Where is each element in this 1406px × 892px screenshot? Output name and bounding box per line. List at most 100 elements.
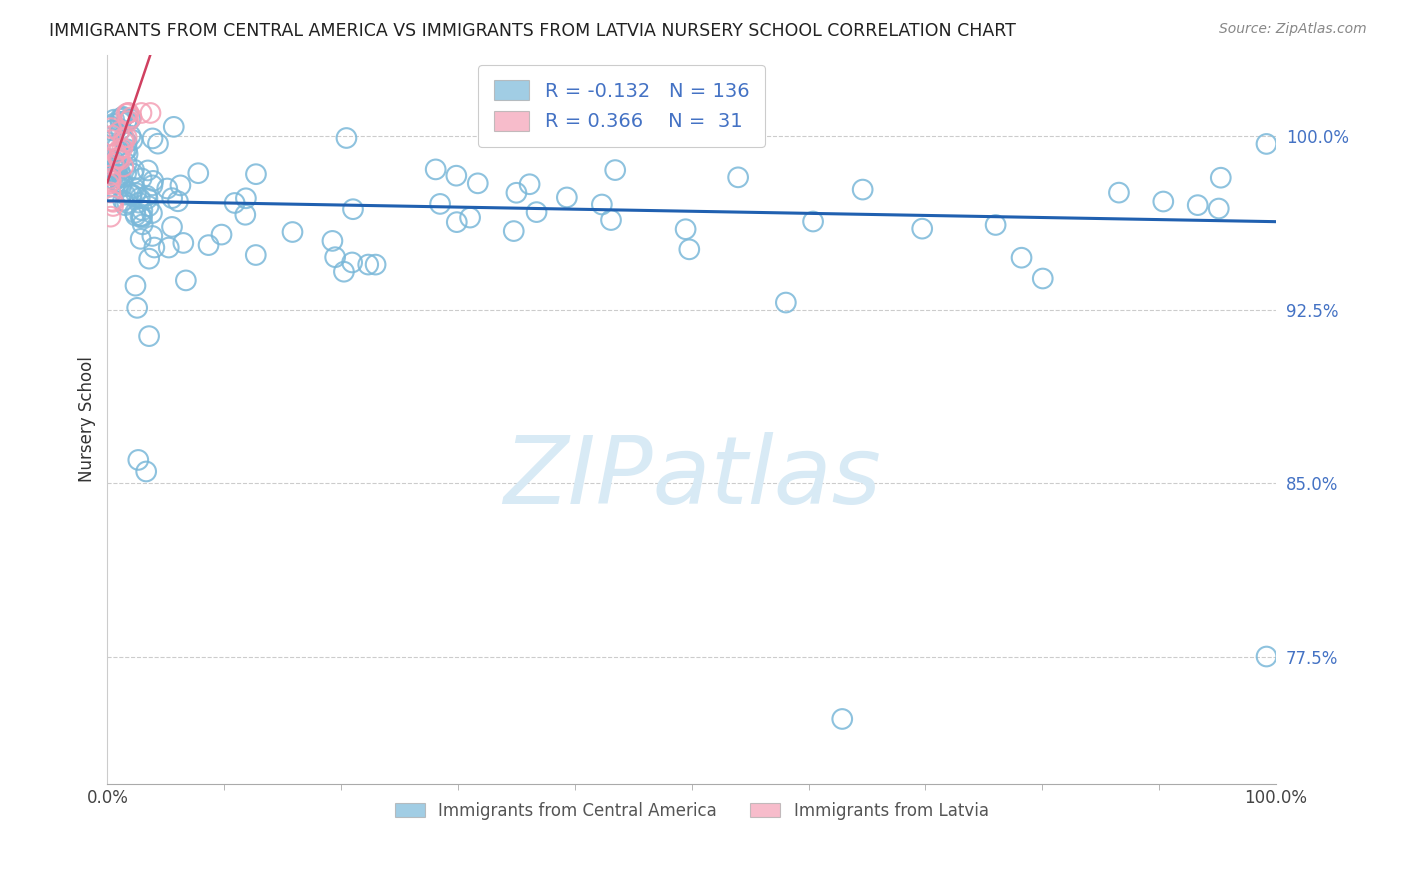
Point <box>167 194 190 209</box>
Point <box>163 120 186 134</box>
Point <box>139 106 162 120</box>
Point <box>121 111 143 125</box>
Point <box>112 135 135 149</box>
Point <box>801 214 824 228</box>
Point <box>114 133 136 147</box>
Point <box>115 142 138 156</box>
Point <box>1208 202 1230 216</box>
Point <box>211 227 233 242</box>
Point <box>340 255 363 269</box>
Point <box>108 170 131 185</box>
Point <box>98 186 121 200</box>
Legend: Immigrants from Central America, Immigrants from Latvia: Immigrants from Central America, Immigra… <box>388 795 995 826</box>
Point <box>591 197 613 211</box>
Point <box>100 119 122 133</box>
Point <box>114 144 136 158</box>
Point <box>117 106 139 120</box>
Point <box>131 203 153 218</box>
Point <box>108 176 131 190</box>
Point <box>110 180 132 194</box>
Point <box>727 170 749 185</box>
Point <box>115 114 138 128</box>
Point <box>342 202 364 217</box>
Point <box>131 218 153 232</box>
Point <box>105 140 128 154</box>
Point <box>235 191 257 205</box>
Point <box>174 273 197 287</box>
Point <box>675 222 697 236</box>
Point <box>335 131 357 145</box>
Point <box>135 188 157 202</box>
Point <box>111 111 134 125</box>
Point <box>121 187 143 202</box>
Point <box>1108 186 1130 200</box>
Point <box>141 229 163 244</box>
Point <box>103 168 125 182</box>
Point <box>101 194 124 208</box>
Point <box>141 178 163 193</box>
Point <box>141 206 163 220</box>
Point <box>156 181 179 195</box>
Point <box>103 153 125 168</box>
Point <box>911 221 934 235</box>
Point <box>142 131 165 145</box>
Point <box>224 196 246 211</box>
Point <box>105 146 128 161</box>
Point <box>131 171 153 186</box>
Point <box>138 252 160 266</box>
Point <box>98 152 121 166</box>
Point <box>110 122 132 136</box>
Point <box>129 209 152 223</box>
Point <box>1187 198 1209 212</box>
Point <box>678 243 700 257</box>
Point <box>107 162 129 177</box>
Point <box>245 167 267 181</box>
Point <box>143 240 166 254</box>
Point <box>115 130 138 145</box>
Point <box>1032 271 1054 285</box>
Point <box>100 133 122 147</box>
Point <box>831 712 853 726</box>
Text: Source: ZipAtlas.com: Source: ZipAtlas.com <box>1219 22 1367 37</box>
Point <box>117 114 139 128</box>
Point <box>502 224 524 238</box>
Point <box>467 177 489 191</box>
Point <box>172 235 194 250</box>
Point <box>160 219 183 234</box>
Point <box>127 301 149 315</box>
Point <box>115 166 138 180</box>
Point <box>124 206 146 220</box>
Point <box>111 110 134 124</box>
Point <box>138 329 160 343</box>
Point <box>117 106 139 120</box>
Point <box>138 199 160 213</box>
Point <box>110 153 132 167</box>
Point <box>775 295 797 310</box>
Point <box>112 194 135 208</box>
Point <box>97 177 120 191</box>
Point <box>101 199 124 213</box>
Point <box>136 192 159 206</box>
Point <box>1011 251 1033 265</box>
Point <box>124 278 146 293</box>
Point <box>129 232 152 246</box>
Point <box>108 112 131 126</box>
Point <box>108 164 131 178</box>
Point <box>555 190 578 204</box>
Point <box>122 181 145 195</box>
Point <box>323 250 346 264</box>
Point <box>169 178 191 193</box>
Point <box>505 186 527 200</box>
Point <box>107 151 129 165</box>
Point <box>117 196 139 211</box>
Point <box>233 208 256 222</box>
Point <box>281 225 304 239</box>
Point <box>526 205 548 219</box>
Point <box>425 162 447 177</box>
Point <box>321 234 343 248</box>
Point <box>122 167 145 181</box>
Point <box>97 160 120 174</box>
Point <box>108 125 131 139</box>
Point <box>333 265 356 279</box>
Point <box>125 209 148 223</box>
